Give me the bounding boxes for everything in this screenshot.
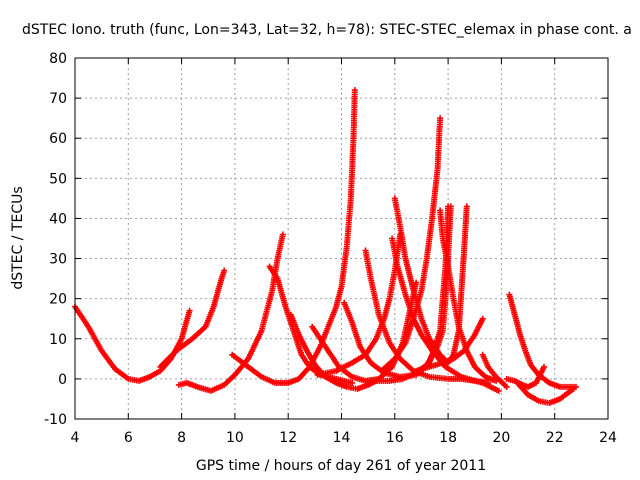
x-tick-label: 16 — [386, 430, 404, 446]
data-point — [463, 203, 470, 210]
data-point — [437, 115, 444, 122]
data-point — [186, 307, 193, 314]
data-arc — [479, 351, 510, 390]
x-tick-label: 18 — [439, 430, 457, 446]
data-point — [447, 203, 454, 210]
y-tick-label: 0 — [58, 372, 67, 388]
plot-frame — [74, 57, 609, 420]
x-tick-label: 14 — [333, 430, 351, 446]
data-arc — [503, 363, 547, 390]
x-tick-label: 24 — [599, 430, 617, 446]
data-point — [495, 387, 502, 394]
y-tick-label: 20 — [49, 292, 67, 308]
data-arc — [229, 87, 358, 386]
data-point — [349, 379, 356, 386]
data-arc — [157, 267, 228, 370]
x-axis-title: GPS time / hours of day 261 of year 2011 — [196, 458, 486, 474]
x-tick-label: 10 — [226, 430, 244, 446]
y-tick-label: 60 — [49, 131, 67, 147]
axis-ticks: 4 6 8 10 12 14 16 18 20 22 24 -10 0 10 20 30 40 50 60 70 80 — [44, 51, 617, 446]
data-point — [351, 87, 358, 94]
x-tick-label: 20 — [492, 430, 510, 446]
data-arc — [391, 195, 470, 366]
data-arc — [506, 291, 579, 390]
data-arc — [175, 231, 286, 394]
data-point — [570, 385, 577, 392]
data-point — [541, 363, 547, 370]
x-tick-label: 4 — [71, 430, 80, 446]
data-point — [503, 383, 510, 390]
data-series — [72, 87, 579, 406]
x-tick-label: 6 — [124, 430, 133, 446]
chart-title: dSTEC Iono. truth (func, Lon=343, Lat=32… — [22, 22, 632, 38]
data-arc — [514, 379, 577, 406]
data-point — [221, 267, 228, 274]
y-tick-label: 40 — [49, 211, 67, 227]
y-tick-label: 50 — [49, 171, 67, 187]
y-tick-label: 10 — [49, 332, 67, 348]
data-point — [479, 315, 486, 322]
data-arc — [72, 303, 193, 384]
x-tick-label: 8 — [177, 430, 186, 446]
y-tick-label: 30 — [49, 252, 67, 268]
data-arc — [314, 231, 404, 378]
y-tick-label: 80 — [49, 51, 67, 67]
y-axis-title: dSTEC / TECUs — [10, 186, 26, 289]
data-arc — [378, 115, 444, 374]
x-tick-label: 12 — [279, 430, 297, 446]
data-point — [279, 231, 286, 238]
y-tick-label: 70 — [49, 91, 67, 107]
x-tick-label: 22 — [546, 430, 564, 446]
y-tick-label: -10 — [44, 412, 67, 428]
